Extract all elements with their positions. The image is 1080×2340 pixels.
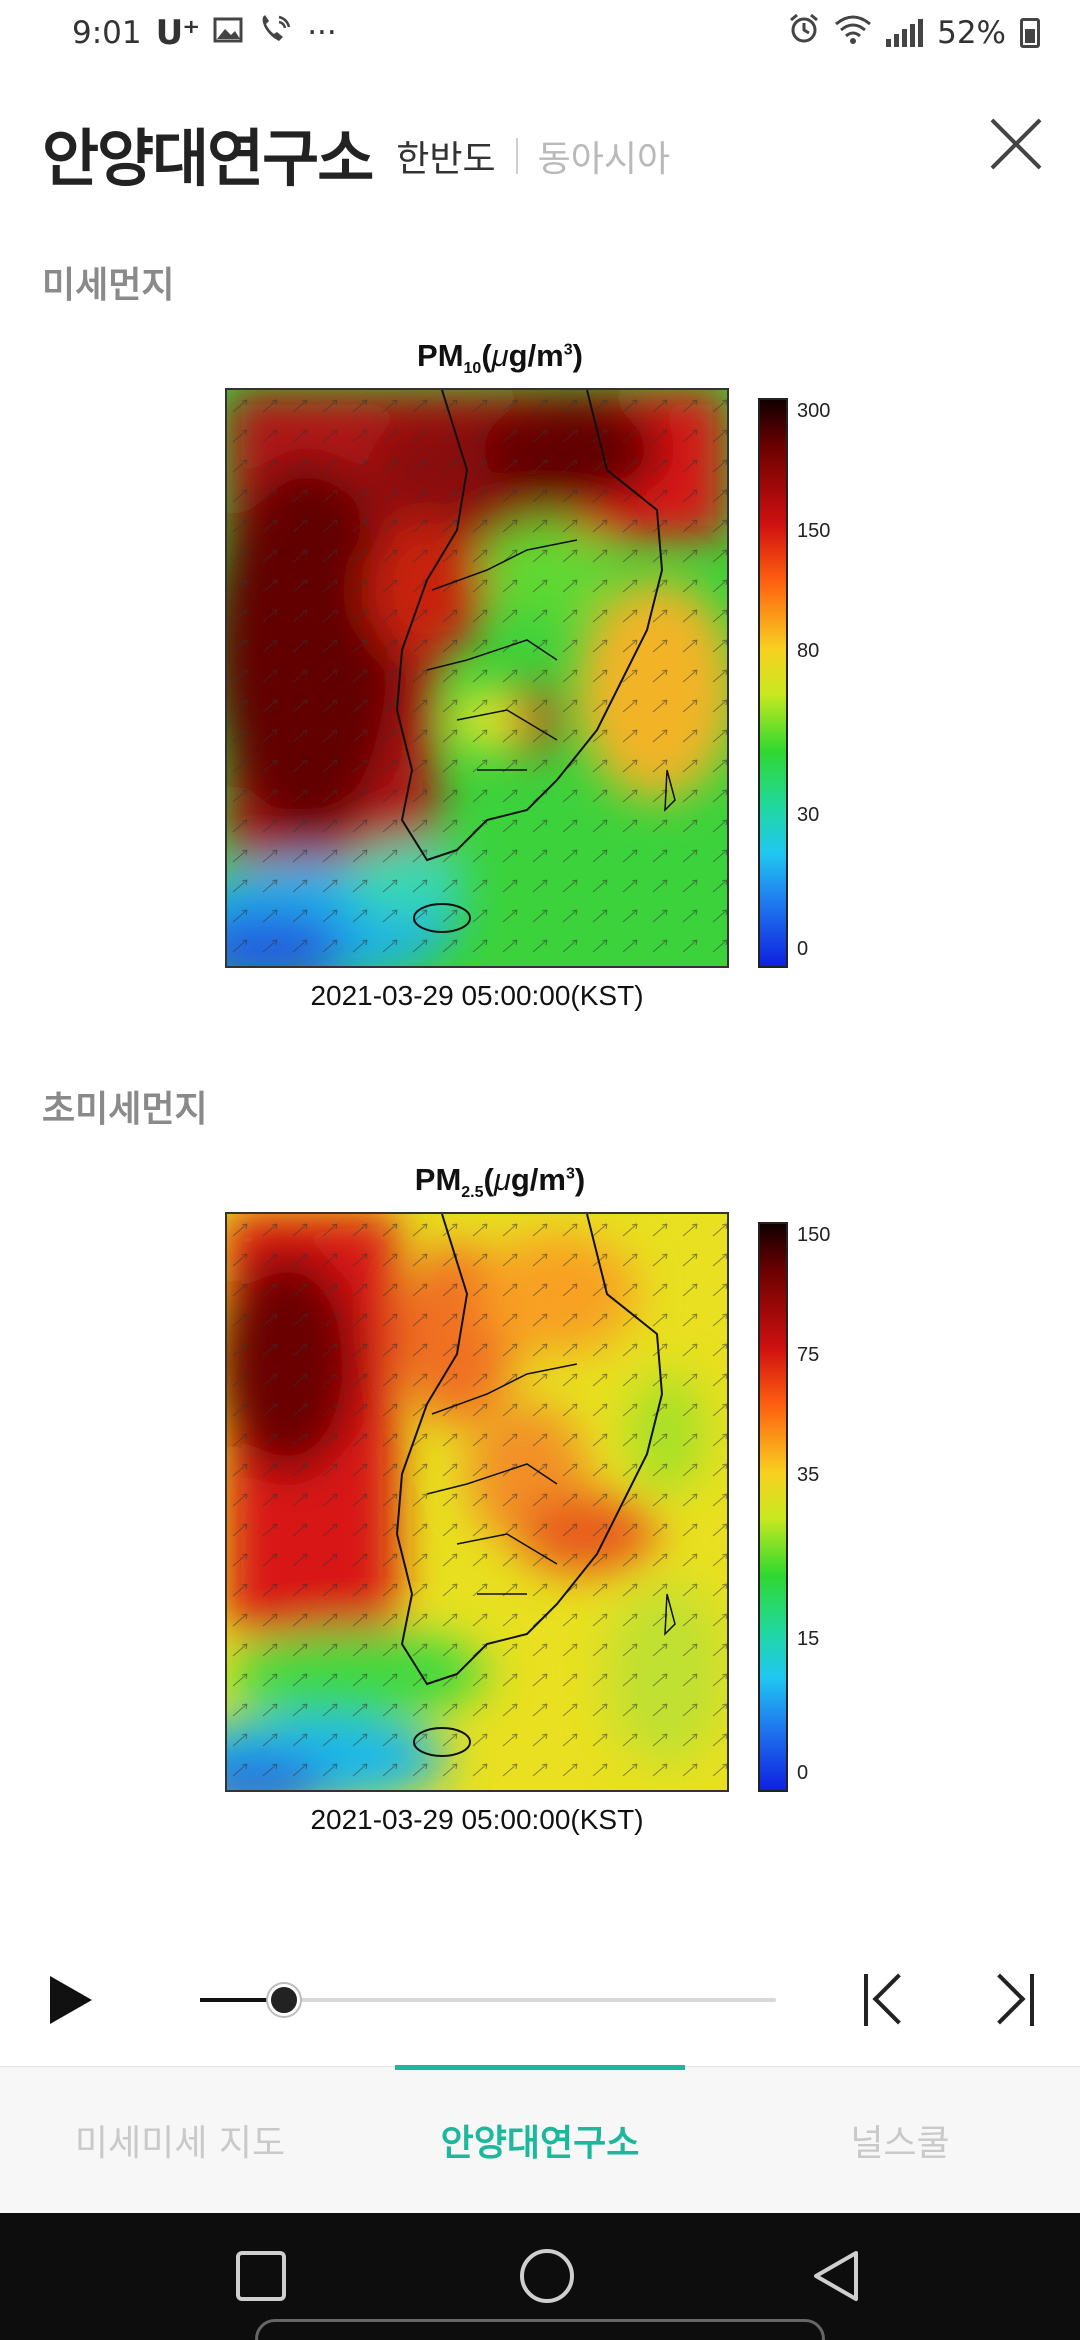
pm25-timestamp: 2021-03-29 05:00:00(KST) [310, 1804, 644, 1835]
pm25-colorbar-tick: 15 [797, 1628, 820, 1650]
home-icon[interactable] [520, 2249, 574, 2303]
battery-percent: 52% [937, 15, 1006, 51]
page-title: 안양대연구소 [42, 122, 374, 195]
play-icon[interactable] [50, 1976, 92, 2024]
pm10-colorbar-tick: 300 [797, 400, 831, 422]
pm25-colorbar-tick: 0 [797, 1762, 809, 1784]
status-left: 9:01 U⁺ ··· [72, 13, 337, 53]
pm25-colorbar-tick: 35 [797, 1464, 820, 1486]
pm10-concentration-map [225, 388, 729, 968]
status-time: 9:01 [72, 15, 142, 51]
playback-controls [0, 1960, 1080, 2040]
timeline-thumb[interactable] [267, 1984, 300, 2016]
pm10-figure-title: PM10(μg/m3) [385, 338, 615, 378]
pm10-timestamp: 2021-03-29 05:00:00(KST) [310, 980, 644, 1011]
bottom-tab-bar: 미세미세 지도 안양대연구소 널스쿨 [0, 2065, 1080, 2213]
wifi-call-icon [257, 13, 293, 53]
pm25-title-unit-sup: 3 [565, 1165, 575, 1183]
pm10-title-unit-mu: μ [491, 338, 509, 373]
alarm-icon [788, 13, 820, 53]
close-icon[interactable] [988, 116, 1044, 172]
more-notifications: ··· [307, 15, 337, 51]
tab-korean-peninsula[interactable]: 한반도 [396, 139, 496, 180]
back-icon[interactable] [812, 2249, 860, 2303]
pm10-colorbar-tick: 150 [797, 520, 831, 542]
pm25-colorbar [758, 1222, 788, 1792]
tab-misemise-map[interactable]: 미세미세 지도 [74, 2123, 286, 2164]
pm25-figure: PM2.5(μg/m3) [225, 1162, 845, 1862]
tab-east-asia[interactable]: 동아시아 [537, 139, 671, 180]
pm25-title-unit-mid: g/m [510, 1162, 566, 1197]
pm10-figure: PM10(μg/m3) [225, 338, 845, 1038]
pm10-title-sub: 10 [463, 360, 482, 378]
tab-nullschool[interactable]: 널스쿨 [850, 2123, 950, 2164]
pm10-title-unit-pre: ( [481, 338, 492, 373]
gesture-handle[interactable] [255, 2319, 825, 2340]
wifi-icon [834, 14, 872, 52]
pm25-colorbar-tick: 150 [797, 1224, 831, 1246]
system-nav-bar [0, 2213, 1080, 2340]
region-tabs: 한반도 동아시아 [396, 130, 670, 182]
pm10-title-unit-post: ) [572, 338, 583, 373]
pm25-figure-title: PM2.5(μg/m3) [385, 1162, 615, 1202]
tab-anyang-lab[interactable]: 안양대연구소 [360, 2065, 720, 2213]
pm25-title-unit-pre: ( [483, 1162, 494, 1197]
pm10-colorbar-tick: 0 [797, 938, 809, 960]
header: 안양대연구소 한반도 동아시아 [0, 100, 1080, 190]
status-right: 52% [788, 13, 1040, 53]
recent-apps-icon[interactable] [236, 2251, 286, 2301]
pm25-title-sub: 2.5 [461, 1184, 484, 1202]
pm10-colorbar-tick: 30 [797, 804, 820, 826]
pm10-title-unit-mid: g/m [508, 338, 564, 373]
section-label-pm10: 미세먼지 [42, 265, 175, 306]
skip-to-end-icon[interactable] [974, 1973, 1038, 2026]
timeline-slider[interactable] [200, 1984, 776, 2016]
carrier-label: U⁺ [155, 13, 201, 53]
pm10-title-main: PM [417, 338, 464, 373]
pm25-colorbar-tick: 75 [797, 1344, 820, 1366]
pm10-colorbar-tick: 80 [797, 640, 820, 662]
pm25-title-unit-mu: μ [493, 1162, 511, 1197]
status-bar: 9:01 U⁺ ··· 52% [0, 0, 1080, 66]
pm10-colorbar [758, 398, 788, 968]
signal-icon [886, 19, 924, 47]
skip-to-start-icon[interactable] [860, 1973, 924, 2026]
pm25-concentration-map [225, 1212, 729, 1792]
pm25-title-unit-post: ) [574, 1162, 586, 1197]
timeline-progress [200, 1998, 284, 2002]
battery-icon [1020, 18, 1040, 48]
region-tab-divider [515, 138, 518, 174]
section-label-pm25: 초미세먼지 [42, 1089, 208, 1130]
pm10-title-unit-sup: 3 [563, 341, 573, 359]
pm25-title-main: PM [414, 1162, 462, 1197]
gallery-icon [213, 15, 243, 51]
